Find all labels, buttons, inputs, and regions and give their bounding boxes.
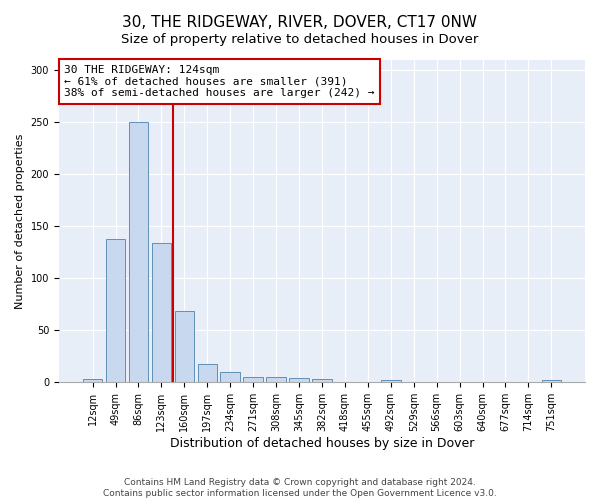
Bar: [220, 372, 240, 382]
Text: Contains HM Land Registry data © Crown copyright and database right 2024.
Contai: Contains HM Land Registry data © Crown c…: [103, 478, 497, 498]
Bar: [152, 243, 171, 382]
Bar: [106, 239, 125, 382]
Bar: [266, 377, 286, 382]
Text: 30 THE RIDGEWAY: 124sqm
← 61% of detached houses are smaller (391)
38% of semi-d: 30 THE RIDGEWAY: 124sqm ← 61% of detache…: [64, 65, 374, 98]
Y-axis label: Number of detached properties: Number of detached properties: [15, 134, 25, 309]
Bar: [197, 364, 217, 382]
Bar: [175, 310, 194, 382]
Bar: [244, 377, 263, 382]
Bar: [289, 378, 309, 382]
Bar: [83, 379, 103, 382]
Bar: [381, 380, 401, 382]
Bar: [542, 380, 561, 382]
Text: 30, THE RIDGEWAY, RIVER, DOVER, CT17 0NW: 30, THE RIDGEWAY, RIVER, DOVER, CT17 0NW: [122, 15, 478, 30]
Text: Size of property relative to detached houses in Dover: Size of property relative to detached ho…: [121, 32, 479, 46]
X-axis label: Distribution of detached houses by size in Dover: Distribution of detached houses by size …: [170, 437, 474, 450]
Bar: [128, 122, 148, 382]
Bar: [312, 379, 332, 382]
